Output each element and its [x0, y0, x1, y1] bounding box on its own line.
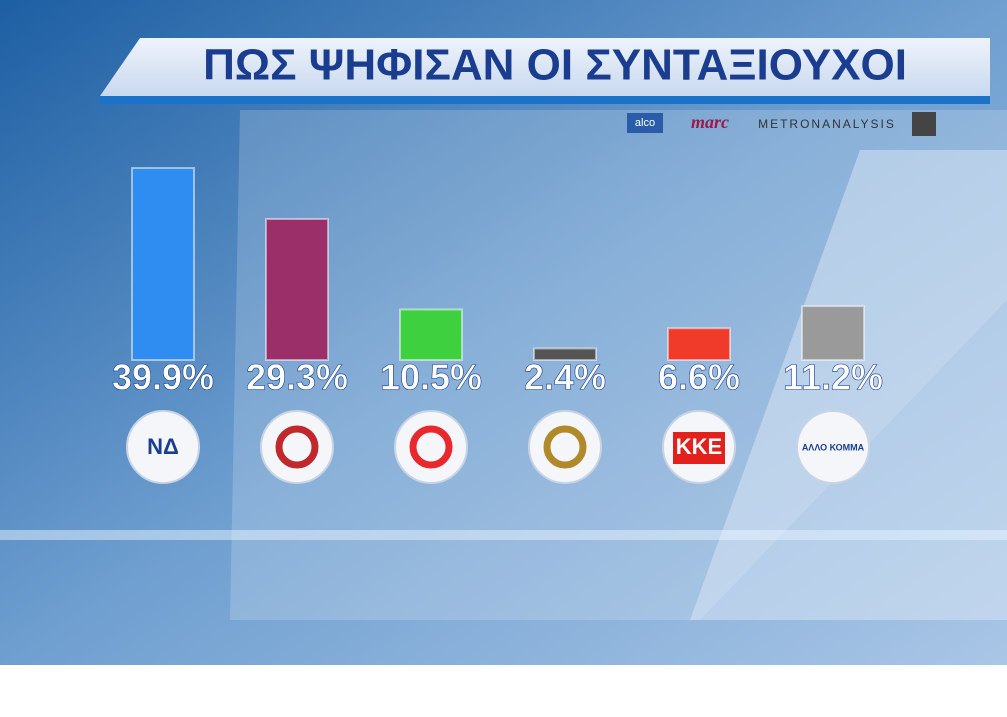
party-label: ΚΚΕ — [676, 434, 722, 459]
bar — [399, 308, 463, 362]
title-underline — [100, 96, 990, 104]
source: marc — [691, 112, 729, 132]
bar — [667, 327, 731, 361]
value-label: 11.2% — [783, 357, 883, 398]
source: alco — [635, 117, 655, 129]
light-streak — [0, 530, 1007, 540]
bar — [533, 347, 597, 362]
value-label: 39.9% — [112, 357, 214, 398]
source-logo — [627, 113, 663, 133]
party-label: ΝΔ — [147, 434, 179, 459]
party-logo — [528, 410, 602, 484]
party-logo — [260, 410, 334, 484]
party-logo — [126, 410, 200, 484]
bar — [131, 167, 195, 361]
party-logo — [394, 410, 468, 484]
bar — [801, 305, 865, 361]
title-banner — [100, 38, 990, 96]
bar — [265, 218, 329, 361]
party-symbol — [275, 425, 319, 469]
value-label: 29.3% — [246, 357, 348, 398]
source: METRONANALYSIS — [758, 117, 896, 131]
value-label: 6.6% — [658, 357, 740, 398]
party-symbol — [543, 425, 587, 469]
value-label: 10.5% — [380, 357, 482, 398]
party-symbol — [409, 425, 453, 469]
value-label: 2.4% — [524, 357, 606, 398]
source-logo — [912, 112, 936, 136]
party-logo — [796, 410, 870, 484]
backdrop-panel — [690, 150, 1007, 620]
chart-title: ΠΩΣ ΨΗΦΙΣΑΝ ΟΙ ΣΥΝΤΑΞΙΟΥΧΟΙ — [203, 41, 907, 90]
party-badge — [673, 432, 725, 464]
party-label: ΑΛΛΟ ΚΟΜΜΑ — [802, 442, 865, 452]
